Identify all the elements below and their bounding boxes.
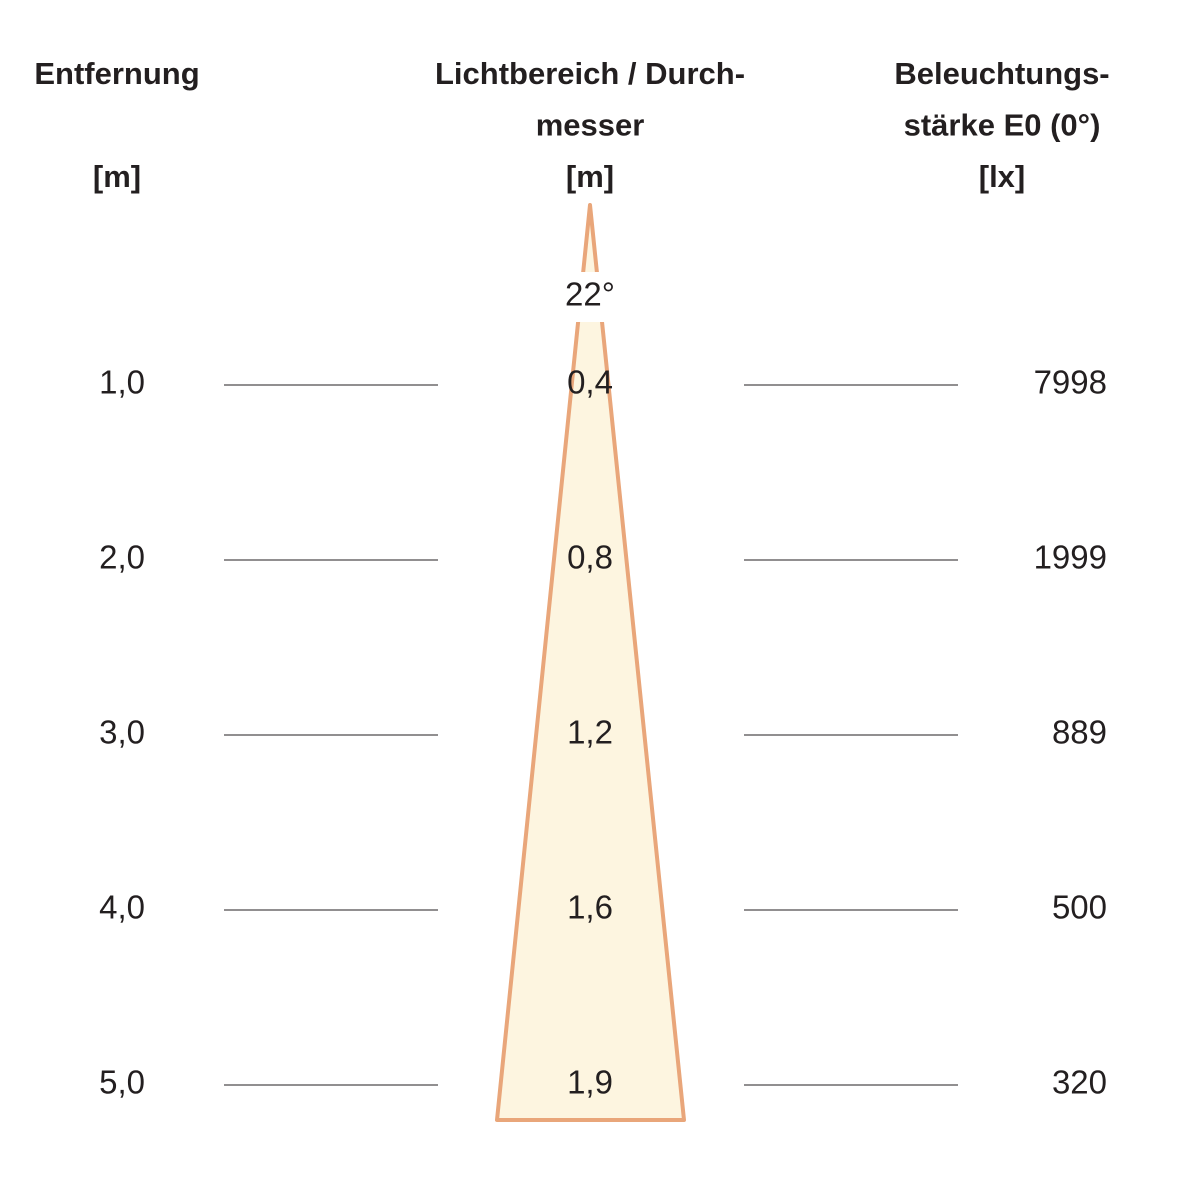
column-header: Beleuchtungs- bbox=[894, 56, 1109, 91]
column-header: messer bbox=[536, 108, 645, 143]
illuminance: 889 bbox=[1052, 714, 1107, 751]
distance: 1,0 bbox=[99, 364, 145, 401]
diameter: 1,9 bbox=[567, 1064, 613, 1101]
column-unit: [m] bbox=[93, 159, 141, 194]
beam-angle: 22° bbox=[565, 276, 615, 313]
angle-label-background bbox=[556, 272, 624, 322]
column-header: Lichtbereich / Durch- bbox=[435, 56, 745, 91]
light-cone bbox=[495, 203, 686, 1122]
column-unit: [lx] bbox=[979, 159, 1026, 194]
column-header: Entfernung bbox=[34, 56, 199, 91]
illuminance: 320 bbox=[1052, 1064, 1107, 1101]
distance: 3,0 bbox=[99, 714, 145, 751]
column-header: stärke E0 (0°) bbox=[904, 108, 1101, 143]
distance: 5,0 bbox=[99, 1064, 145, 1101]
diameter: 1,6 bbox=[567, 889, 613, 926]
distance: 2,0 bbox=[99, 539, 145, 576]
illuminance: 500 bbox=[1052, 889, 1107, 926]
diameter: 0,8 bbox=[567, 539, 613, 576]
diameter: 0,4 bbox=[567, 364, 613, 401]
illuminance: 1999 bbox=[1034, 539, 1107, 576]
distance: 4,0 bbox=[99, 889, 145, 926]
column-unit: [m] bbox=[566, 159, 614, 194]
diameter: 1,2 bbox=[567, 714, 613, 751]
illuminance: 7998 bbox=[1034, 364, 1107, 401]
